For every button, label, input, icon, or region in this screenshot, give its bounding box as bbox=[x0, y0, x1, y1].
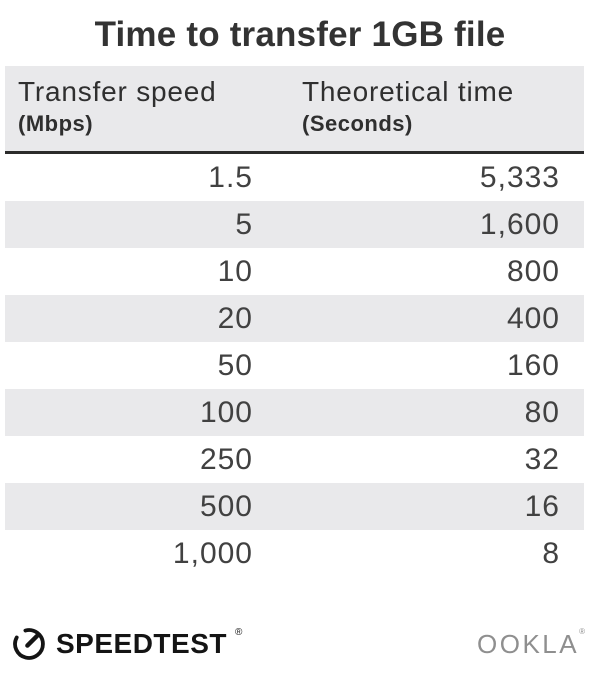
theoretical-time-cell: 1,600 bbox=[479, 208, 560, 241]
theoretical-time-cell: 16 bbox=[524, 490, 560, 523]
footer: SPEEDTEST ® OOKLA ® bbox=[10, 624, 585, 664]
transfer-speed-cell: 10 bbox=[217, 255, 253, 288]
theoretical-time-cell: 32 bbox=[524, 443, 560, 476]
transfer-speed-cell: 50 bbox=[217, 349, 253, 382]
registered-mark-icon: ® bbox=[579, 627, 585, 636]
theoretical-time-cell: 800 bbox=[506, 255, 560, 288]
column-label: Theoretical time bbox=[302, 76, 514, 107]
column-unit: (Mbps) bbox=[18, 111, 94, 136]
ookla-wordmark: OOKLA bbox=[477, 629, 580, 659]
theoretical-time-cell: 80 bbox=[524, 396, 560, 429]
table-row: 1,000 8 bbox=[5, 530, 584, 577]
table-row: 5 1,600 bbox=[5, 201, 584, 248]
table-header: Transfer speed (Mbps) Theoretical time (… bbox=[5, 66, 584, 154]
theoretical-time-cell: 400 bbox=[506, 302, 560, 335]
column-header-theoretical-time: Theoretical time (Seconds) bbox=[253, 75, 584, 139]
column-unit: (Seconds) bbox=[302, 111, 413, 136]
table-row: 100 80 bbox=[5, 389, 584, 436]
speedtest-logo: SPEEDTEST ® bbox=[10, 625, 242, 663]
theoretical-time-cell: 160 bbox=[506, 349, 560, 382]
theoretical-time-cell: 8 bbox=[542, 537, 560, 570]
column-header-transfer-speed: Transfer speed (Mbps) bbox=[5, 75, 253, 139]
transfer-speed-cell: 250 bbox=[199, 443, 253, 476]
column-label: Transfer speed bbox=[18, 76, 217, 107]
table-row: 250 32 bbox=[5, 436, 584, 483]
gauge-icon bbox=[10, 625, 48, 663]
transfer-speed-cell: 1,000 bbox=[172, 537, 253, 570]
theoretical-time-cell: 5,333 bbox=[479, 161, 560, 194]
table-row: 1.5 5,333 bbox=[5, 154, 584, 201]
transfer-speed-cell: 100 bbox=[199, 396, 253, 429]
table-row: 50 160 bbox=[5, 342, 584, 389]
page-title: Time to transfer 1GB file bbox=[94, 15, 506, 54]
table-row: 20 400 bbox=[5, 295, 584, 342]
ookla-logo: OOKLA ® bbox=[477, 625, 585, 663]
transfer-speed-cell: 1.5 bbox=[208, 161, 253, 194]
table-row: 10 800 bbox=[5, 248, 584, 295]
speedtest-wordmark: SPEEDTEST bbox=[56, 628, 227, 659]
transfer-time-table: Transfer speed (Mbps) Theoretical time (… bbox=[5, 66, 584, 577]
table-body: 1.5 5,333 5 1,600 10 800 20 400 50 160 100 80 250 32 5… bbox=[5, 154, 584, 577]
registered-mark-icon: ® bbox=[234, 627, 243, 638]
transfer-speed-cell: 20 bbox=[217, 302, 253, 335]
transfer-speed-cell: 500 bbox=[199, 490, 253, 523]
table-row: 500 16 bbox=[5, 483, 584, 530]
transfer-speed-cell: 5 bbox=[235, 208, 253, 241]
